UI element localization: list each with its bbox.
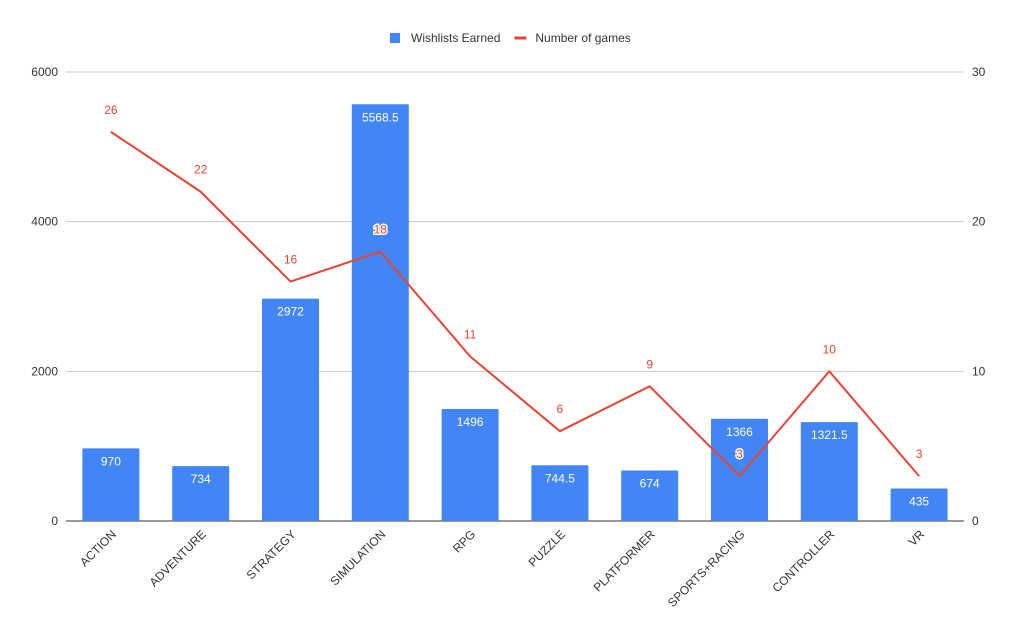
bar-data-label: 2972 bbox=[277, 305, 304, 319]
right-tick-label: 20 bbox=[972, 215, 986, 229]
right-tick-label: 0 bbox=[972, 514, 979, 528]
legend-label: Wishlists Earned bbox=[411, 31, 500, 45]
category-label: SIMULATION bbox=[327, 527, 388, 588]
category-label: ADVENTURE bbox=[147, 527, 209, 589]
bar-data-label: 1496 bbox=[457, 415, 484, 429]
line-series: 26 22 16 18 11 6 9 3 10 3 bbox=[103, 101, 924, 478]
line-data-label: 22 bbox=[194, 163, 208, 177]
bar bbox=[621, 470, 679, 521]
legend: Wishlists Earned Number of games bbox=[390, 31, 631, 45]
bar-data-label: 1321.5 bbox=[811, 428, 848, 442]
bar-data-label: 435 bbox=[909, 494, 929, 508]
line-data-label: 9 bbox=[646, 357, 653, 371]
bar bbox=[262, 298, 319, 521]
bar-data-label: 5568.5 bbox=[362, 110, 399, 124]
legend-swatch bbox=[390, 33, 400, 43]
line-data-label: 3 bbox=[736, 447, 743, 461]
line-data-label: 18 bbox=[374, 223, 388, 237]
bar bbox=[172, 466, 230, 521]
category-label: SPORTS+RACING bbox=[665, 527, 748, 610]
bar bbox=[800, 422, 858, 521]
series-line bbox=[110, 131, 920, 478]
bar-data-label: 734 bbox=[191, 472, 211, 486]
bar bbox=[441, 409, 499, 521]
category-label: CONTROLLER bbox=[770, 527, 838, 595]
category-axis: ACTION ADVENTURE STRATEGY SIMULATION RPG PUZZ… bbox=[77, 527, 927, 610]
bar bbox=[711, 418, 768, 521]
category-label: RPG bbox=[450, 527, 478, 555]
category-label: ACTION bbox=[77, 527, 119, 569]
line-data-label: 26 bbox=[104, 103, 118, 117]
left-tick-label: 4000 bbox=[31, 215, 58, 229]
left-axis: 0 2000 4000 6000 bbox=[31, 65, 58, 528]
category-label: PUZZLE bbox=[526, 527, 568, 569]
line-data-label: 11 bbox=[464, 327, 477, 341]
right-tick-label: 10 bbox=[972, 364, 986, 378]
bar bbox=[531, 465, 589, 521]
right-tick-label: 30 bbox=[972, 65, 986, 79]
category-label: PLATFORMER bbox=[591, 527, 658, 594]
line-data-label: 3 bbox=[916, 447, 923, 461]
left-tick-label: 0 bbox=[51, 514, 58, 528]
bar-data-label: 744.5 bbox=[545, 471, 575, 485]
category-label: STRATEGY bbox=[244, 527, 299, 582]
legend-label: Number of games bbox=[535, 31, 630, 45]
right-axis: 0 10 20 30 bbox=[972, 65, 986, 528]
bar-series: 970 734 2972 5568.5 1496 744.5 674 1366 1321.5 43… bbox=[82, 104, 948, 521]
left-tick-label: 6000 bbox=[31, 65, 58, 79]
bar-data-label: 674 bbox=[640, 477, 660, 491]
bar bbox=[82, 448, 140, 521]
bar-data-label: 1366 bbox=[726, 425, 753, 439]
bar bbox=[351, 104, 409, 521]
category-label: VR bbox=[906, 527, 928, 549]
bar-data-label: 970 bbox=[101, 454, 121, 468]
line-data-label: 10 bbox=[823, 342, 837, 356]
left-tick-label: 2000 bbox=[31, 364, 58, 378]
bar bbox=[890, 488, 948, 521]
line-data-label: 6 bbox=[557, 402, 564, 416]
line-data-label: 16 bbox=[284, 253, 298, 267]
